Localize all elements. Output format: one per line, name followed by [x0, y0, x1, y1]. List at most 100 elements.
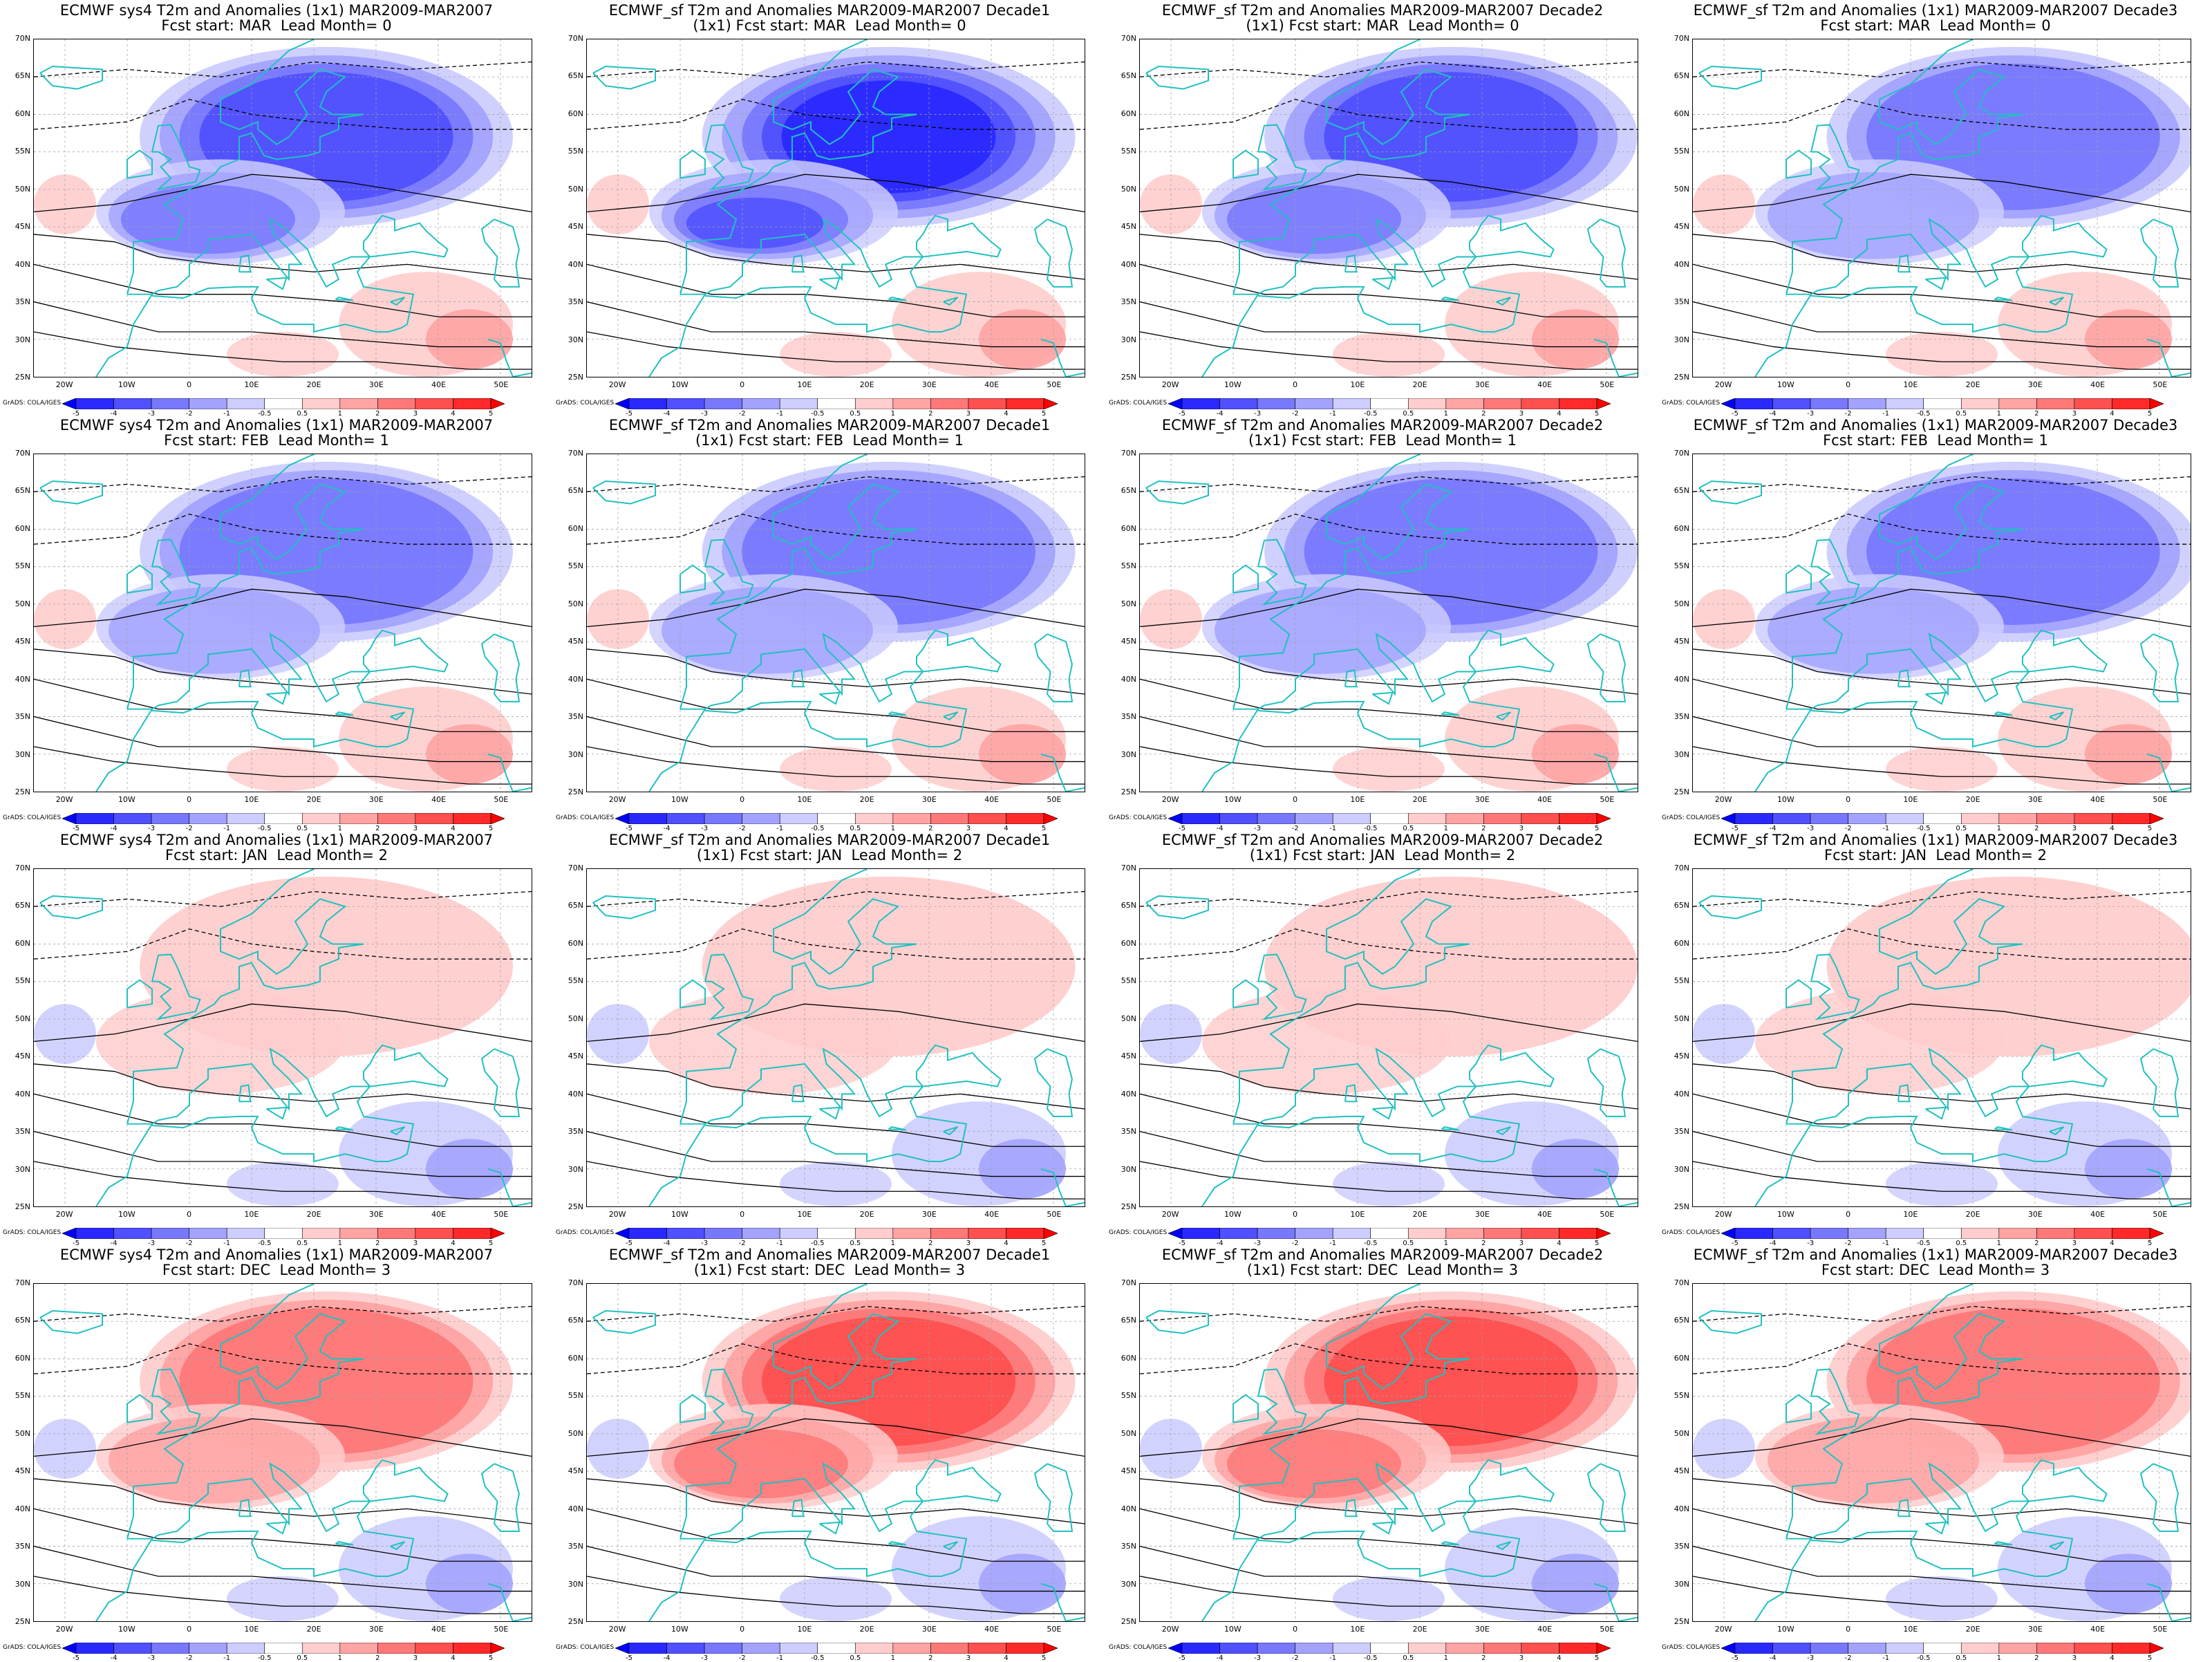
graticule: [1140, 869, 1638, 1206]
colorbar-tick-label: -4: [663, 1654, 671, 1662]
latitude-label: 25N: [15, 1617, 30, 1626]
colorbar-tick-label: 5: [2147, 825, 2153, 832]
longitude-label: 30E: [921, 380, 937, 389]
longitude-label: 20E: [859, 1210, 874, 1219]
colorbar-tick-label: 1: [1996, 410, 2001, 418]
latitude-label: 65N: [1121, 1316, 1136, 1325]
latitude-label: 70N: [1121, 449, 1136, 458]
latitude-label: 55N: [1674, 1391, 1689, 1401]
coastline: [39, 480, 104, 505]
coastline: [1468, 214, 1555, 258]
anomaly-shading: [1140, 46, 1638, 377]
coastline: [95, 294, 153, 377]
longitude-label: 10W: [1777, 795, 1794, 804]
latitude-label: 45N: [1121, 637, 1136, 646]
panel-title: ECMWF_sf T2m and Anomalies MAR2009-MAR20…: [608, 832, 1051, 848]
temperature-contours: [1693, 61, 2191, 370]
colorbar-swatch: [854, 398, 894, 410]
colorbar-tick-label: -1: [223, 825, 231, 832]
colorbar-swatch: [1043, 398, 1058, 410]
longitude-label: 20E: [1965, 1625, 1980, 1634]
colorbar-swatch: [1721, 1227, 1736, 1240]
coastline: [1145, 1310, 1210, 1334]
colorbar-swatch: [817, 812, 856, 825]
panel-title: ECMWF sys4 T2m and Anomalies (1x1) MAR20…: [59, 1246, 494, 1263]
contour-line: [587, 1063, 1085, 1110]
panel-subtitle: (1x1) Fcst start: JAN Lead Month= 2: [696, 847, 963, 863]
colorbar-tick-label: -4: [110, 1654, 118, 1662]
colorbar-swatch: [1998, 812, 2037, 825]
contour-line: [34, 514, 532, 545]
colorbar-tick-label: 2: [375, 1240, 380, 1247]
coastlines: [1698, 1284, 2191, 1621]
colorbar-tick-label: 2: [2034, 410, 2039, 418]
colorbar-swatch: [615, 398, 630, 410]
colorbar-swatch: [666, 398, 705, 410]
colorbar-tick-label: 1: [890, 410, 895, 418]
colorbar: [615, 812, 1058, 825]
graticule: [1140, 1284, 1638, 1621]
longitude-label: 10W: [671, 1210, 688, 1219]
contour-line: [1693, 1003, 2191, 1043]
colorbar-swatch: [1332, 1227, 1371, 1240]
colorbar-swatch: [113, 1227, 152, 1240]
coastline: [1232, 1284, 1470, 1539]
latitude-label: 55N: [1121, 1391, 1136, 1401]
contour-line: [34, 890, 532, 907]
map-panel: ECMWF_sf T2m and Anomalies MAR2009-MAR20…: [553, 830, 1106, 1247]
colorbar-tick-label: 3: [966, 410, 971, 418]
longitude-label: 20E: [859, 380, 874, 389]
coastline: [126, 564, 153, 594]
map-svg: [587, 454, 1085, 792]
longitude-label: 10W: [1224, 1625, 1241, 1634]
contour-line: [587, 588, 1085, 628]
anomaly-shading: [1140, 876, 1638, 1206]
coastline: [1786, 1047, 2074, 1163]
colorbar-swatch: [1596, 812, 1611, 825]
panel-subtitle: (1x1) Fcst start: FEB Lead Month= 1: [695, 432, 964, 449]
coastline: [679, 1394, 706, 1423]
coastline: [126, 979, 153, 1009]
colorbar-tick-label: 2: [928, 1240, 933, 1247]
colorbar-tick-label: 0.5: [1956, 1240, 1967, 1247]
colorbar-swatch: [1772, 1642, 1811, 1654]
contour-line: [587, 678, 1085, 732]
contour-line: [34, 301, 532, 348]
colorbar-swatch: [704, 1227, 742, 1240]
coastlines: [1145, 39, 1638, 377]
coastline: [1201, 294, 1259, 377]
colorbar-tick-label: 5: [488, 1654, 494, 1662]
colorbar-swatch: [817, 398, 856, 410]
coastline: [1040, 753, 1085, 792]
contour-line: [34, 928, 532, 960]
colorbar-swatch: [1006, 1642, 1044, 1654]
colorbar-swatch: [817, 1227, 856, 1240]
colorbar-tick-label: -1: [1882, 1654, 1890, 1662]
coastline: [487, 753, 532, 792]
colorbar-tick-label: -5: [73, 1240, 79, 1247]
colorbar-tick-label: 4: [1004, 1654, 1009, 1662]
longitude-label: 0: [740, 1625, 745, 1634]
coastline: [2021, 214, 2108, 258]
colorbar-swatch: [1332, 812, 1371, 825]
colorbar-swatch: [62, 398, 77, 410]
contour-line: [34, 234, 532, 280]
colorbar-swatch: [1734, 398, 1773, 410]
panel-title: ECMWF_sf T2m and Anomalies MAR2009-MAR20…: [1161, 417, 1604, 433]
coastline: [943, 297, 959, 306]
colorbar-swatch: [226, 1227, 265, 1240]
coastline: [1441, 1126, 1459, 1131]
contour-line: [34, 476, 532, 492]
contour-line: [587, 1576, 1085, 1614]
longitude-label: 30E: [1474, 1625, 1490, 1634]
coastline: [888, 1126, 906, 1131]
coastline: [266, 1106, 288, 1120]
coastline: [1785, 149, 1812, 179]
coastline: [126, 39, 364, 295]
colorbar-tick-label: -5: [626, 1240, 632, 1247]
latitude-label: 60N: [1674, 523, 1689, 533]
colorbar-tick-label: -1: [223, 1240, 231, 1247]
coastline: [1033, 1048, 1074, 1117]
colorbar-swatch: [62, 1227, 77, 1240]
coastline: [1232, 149, 1259, 179]
